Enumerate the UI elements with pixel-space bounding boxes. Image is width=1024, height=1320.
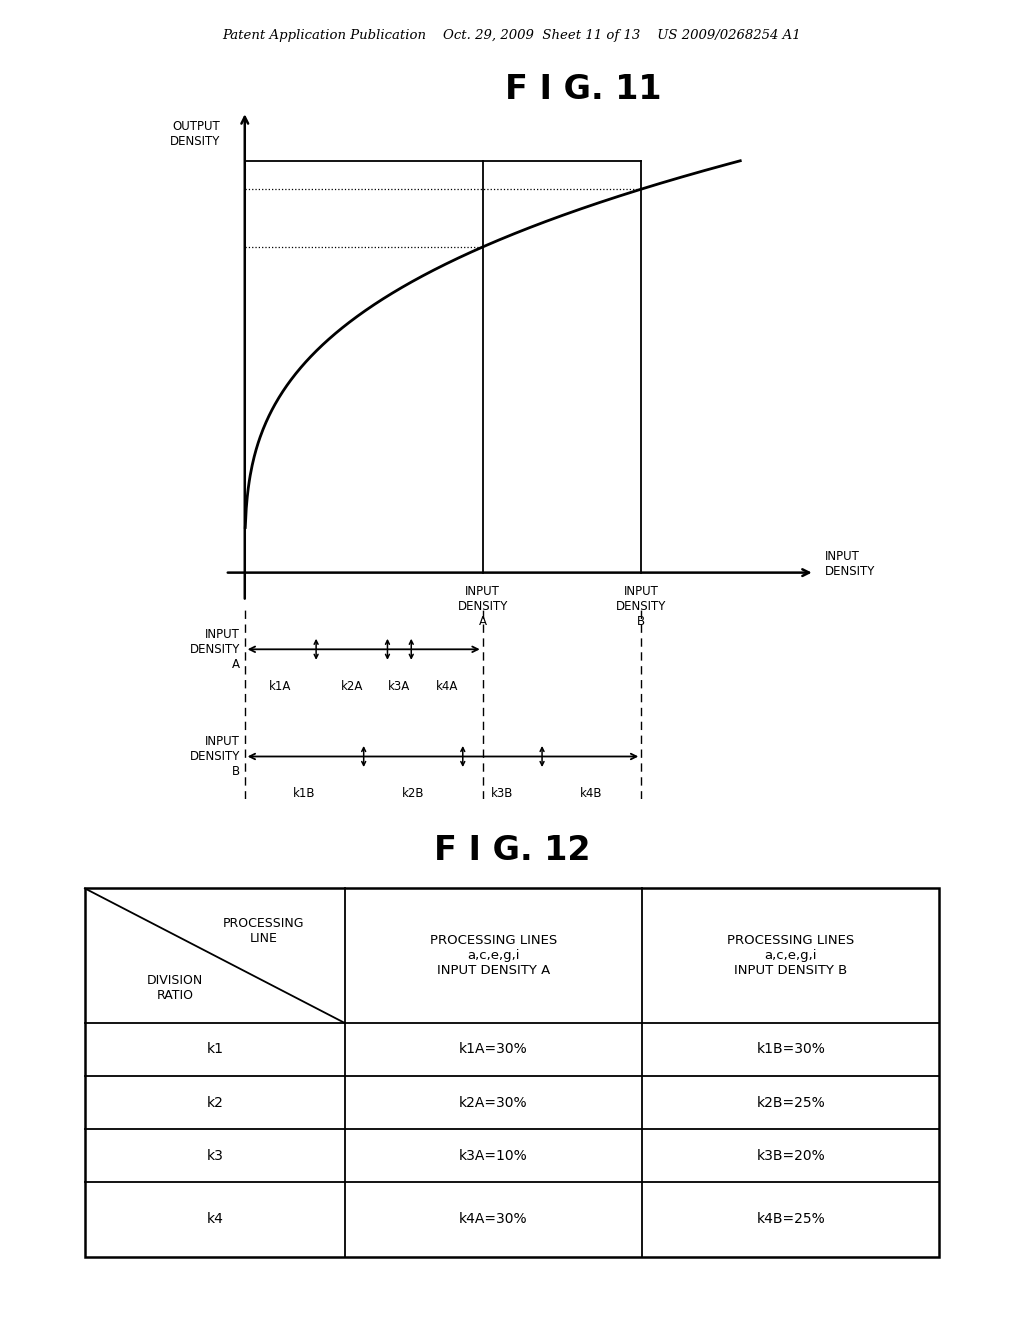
Text: PROCESSING
LINE: PROCESSING LINE	[222, 917, 304, 945]
Text: k2A=30%: k2A=30%	[459, 1096, 527, 1110]
Text: INPUT
DENSITY
B: INPUT DENSITY B	[189, 735, 240, 777]
Text: k4A=30%: k4A=30%	[459, 1212, 527, 1226]
Text: k1: k1	[206, 1043, 223, 1056]
Text: OUTPUT
DENSITY: OUTPUT DENSITY	[170, 120, 220, 148]
Text: INPUT
DENSITY: INPUT DENSITY	[824, 550, 874, 578]
Text: k1A: k1A	[269, 680, 292, 693]
Text: k2: k2	[207, 1096, 223, 1110]
Text: DIVISION
RATIO: DIVISION RATIO	[147, 974, 204, 1002]
Text: k1B=30%: k1B=30%	[757, 1043, 825, 1056]
Text: INPUT
DENSITY
A: INPUT DENSITY A	[189, 628, 240, 671]
Text: PROCESSING LINES
a,c,e,g,i
INPUT DENSITY A: PROCESSING LINES a,c,e,g,i INPUT DENSITY…	[430, 935, 557, 977]
Text: k3B=20%: k3B=20%	[757, 1148, 825, 1163]
Text: k3: k3	[207, 1148, 223, 1163]
Text: INPUT
DENSITY
A: INPUT DENSITY A	[458, 585, 508, 628]
Text: PROCESSING LINES
a,c,e,g,i
INPUT DENSITY B: PROCESSING LINES a,c,e,g,i INPUT DENSITY…	[727, 935, 854, 977]
Text: Patent Application Publication    Oct. 29, 2009  Sheet 11 of 13    US 2009/02682: Patent Application Publication Oct. 29, …	[222, 29, 802, 42]
Text: k3A: k3A	[388, 680, 411, 693]
Text: F I G. 11: F I G. 11	[506, 73, 662, 106]
Text: k2A: k2A	[341, 680, 362, 693]
Text: INPUT
DENSITY
B: INPUT DENSITY B	[616, 585, 667, 628]
Text: k2B=25%: k2B=25%	[757, 1096, 825, 1110]
Text: k4A: k4A	[436, 680, 458, 693]
Text: k1B: k1B	[293, 787, 315, 800]
Text: k1A=30%: k1A=30%	[459, 1043, 528, 1056]
Text: k4: k4	[207, 1212, 223, 1226]
Text: k4B: k4B	[581, 787, 603, 800]
Text: k4B=25%: k4B=25%	[757, 1212, 825, 1226]
Text: k3B: k3B	[492, 787, 514, 800]
Text: k2B: k2B	[402, 787, 425, 800]
Text: k3A=10%: k3A=10%	[459, 1148, 528, 1163]
Text: F I G. 12: F I G. 12	[434, 834, 590, 867]
